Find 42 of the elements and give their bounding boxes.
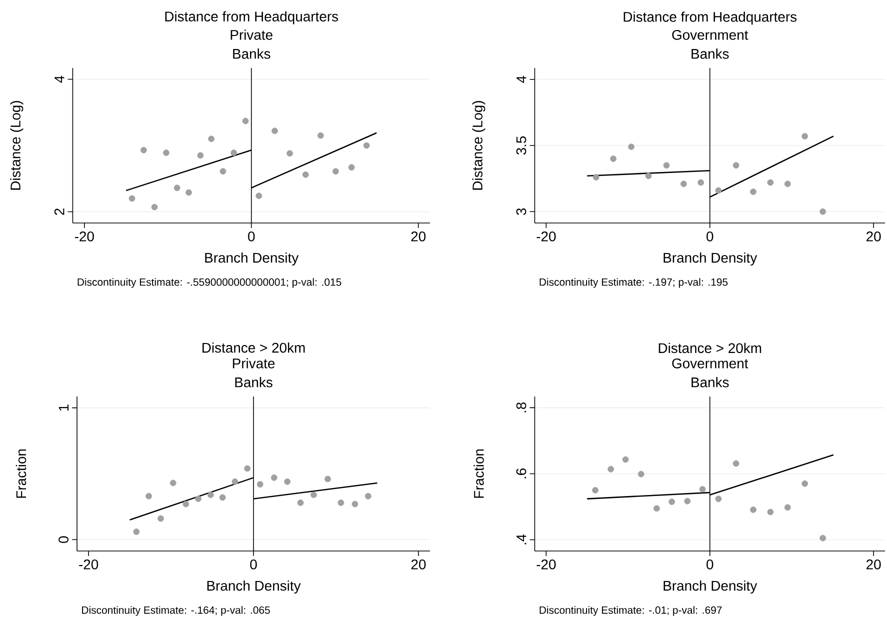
x-tick-label: 20 (411, 559, 426, 570)
y-axis-title: Fraction (16, 449, 26, 498)
x-tick-label: 20 (411, 231, 426, 242)
x-axis-title: Branch Density (205, 252, 299, 266)
x-tick-label: 20 (866, 231, 881, 242)
y-tick-label: 1 (58, 404, 68, 411)
y-axis-title: Fraction (474, 449, 484, 498)
chart-title: Distance > 20km (658, 342, 762, 354)
y-tick-label: 0 (58, 536, 68, 543)
chart-title: Distance from Headquarters (165, 11, 338, 24)
y-axis-title: Distance (Log) (472, 101, 486, 190)
text: Discontinuity Estimate: -.164; p-val: .065 (82, 606, 270, 616)
x-tick-label: 0 (706, 231, 714, 242)
y-tick-label: 3 (516, 208, 526, 215)
y-tick-label: 4 (516, 76, 526, 83)
chart-subtitle: Private Banks (230, 30, 272, 59)
x-axis-title: Branch Density (664, 252, 758, 266)
y-axis-title: Distance (Log) (10, 101, 24, 190)
x-axis-title: Branch Density (664, 580, 758, 594)
chart-subtitle: Government Banks (672, 30, 748, 59)
x-axis-title: Branch Density (207, 580, 301, 594)
x-tick-label: 0 (250, 559, 257, 570)
text: Discontinuity Estimate: -.5590000000000001; p-val: .015 (78, 278, 342, 288)
x-tick-label: 20 (866, 559, 881, 570)
x-tick-label: -20 (79, 559, 98, 570)
y-tick-label: 4 (54, 76, 64, 83)
chart-title: Distance > 20km (202, 342, 305, 353)
y-tick-label: 2 (54, 208, 64, 215)
text: Discontinuity Estimate: -.197; p-val: .195 (540, 278, 728, 288)
chart-subtitle: Government Banks (672, 358, 748, 388)
text: Discontinuity Estimate: -.01; p-val: .697 (540, 606, 722, 616)
x-tick-label: -20 (74, 231, 94, 242)
y-tick-label: .8 (516, 402, 526, 412)
x-tick-label: 0 (706, 559, 714, 570)
y-tick-label: 3.5 (516, 136, 526, 155)
x-tick-label: 0 (248, 231, 255, 242)
x-tick-label: -20 (536, 231, 556, 242)
chart-subtitle: Private Banks (232, 358, 275, 388)
x-tick-label: -20 (536, 559, 556, 570)
chart-title: Distance from Headquarters (624, 12, 797, 25)
y-tick-label: .4 (516, 534, 526, 544)
y-tick-label: .6 (516, 468, 526, 478)
